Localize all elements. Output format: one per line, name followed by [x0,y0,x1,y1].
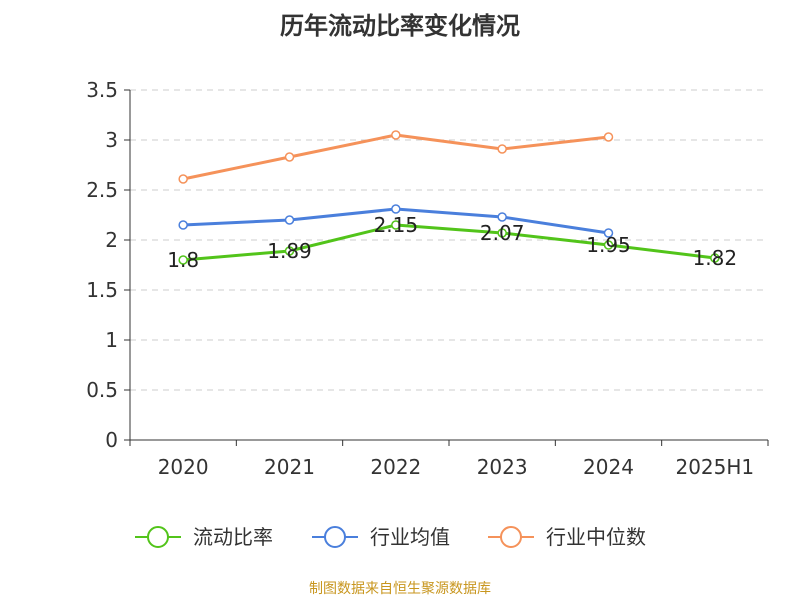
axes: 0 0.5 1 1.5 2 2.5 3 3.5 2020 2021 2022 2023 2024 2025… [86,78,769,479]
data-point [603,228,614,238]
y-tick-label: 2 [105,228,118,252]
x-tick-label: 2024 [583,455,634,479]
data-point [284,246,295,256]
source-note: 制图数据来自恒生聚源数据库 [309,581,491,597]
data-label: 1.8 [167,248,199,272]
data-point [710,253,720,263]
grid-lines [130,89,768,391]
data-labels: 1.8 1.89 2.15 2.07 1.95 1.82 [167,213,737,272]
data-point [178,255,188,265]
y-tick-label: 3 [105,128,118,152]
data-point [603,132,614,142]
data-point [603,240,614,250]
x-tick-label: 2021 [264,455,315,479]
data-point [284,215,295,225]
data-label: 1.95 [586,233,631,257]
legend-item[interactable]: 行业中位数 [488,525,646,549]
legend-item[interactable]: 流动比率 [135,525,273,549]
x-tick-label: 2022 [370,455,421,479]
data-point [391,204,401,214]
chart-title: 历年流动比率变化情况 [280,12,520,40]
data-point [497,144,507,154]
data-point [178,174,188,184]
legend-label: 行业均值 [370,525,450,549]
data-label: 2.07 [480,221,525,245]
legend-marker-icon [147,526,169,548]
x-tick-label: 2023 [477,455,528,479]
data-label: 1.89 [267,239,312,263]
legend-marker-icon [500,526,522,548]
data-point [391,220,401,230]
legend-marker-icon [324,526,346,548]
data-point [178,220,188,230]
y-tick-label: 2.5 [86,178,118,202]
data-point [391,130,401,140]
data-point [284,152,295,162]
x-tick-label: 2020 [158,455,209,479]
x-tick-label: 2025H1 [675,455,754,479]
series-line [182,133,609,181]
y-tick-label: 1 [105,328,118,352]
legend-label: 流动比率 [193,525,273,549]
series-lines [178,130,720,265]
y-tick-label: 0 [105,428,118,452]
data-point [497,228,507,238]
series-line [183,223,716,262]
data-label: 2.15 [374,213,419,237]
data-label: 1.82 [693,246,738,270]
legend-item[interactable]: 行业均值 [312,525,450,549]
y-tick-label: 3.5 [86,78,118,102]
data-point [497,212,507,222]
y-tick-label: 1.5 [86,278,118,302]
legend-label: 行业中位数 [546,525,646,549]
legend[interactable]: 流动比率 行业均值 行业中位数 [135,525,646,549]
y-tick-label: 0.5 [86,378,118,402]
